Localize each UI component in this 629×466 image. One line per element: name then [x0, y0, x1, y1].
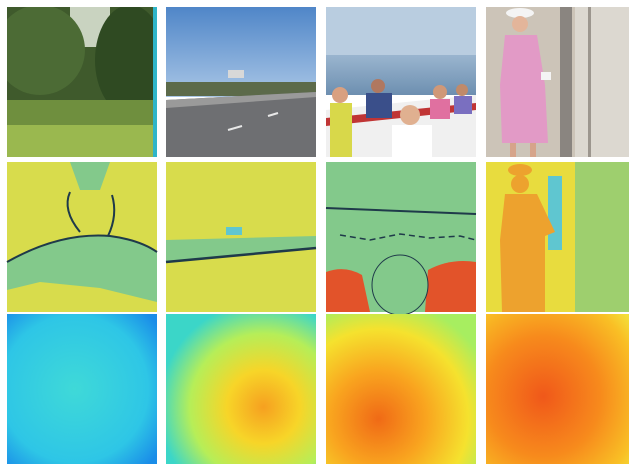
heatmap-highway: [166, 314, 316, 464]
heatmap-forest: [7, 314, 157, 464]
photo-forest: [7, 7, 157, 157]
heatmap-elevator: [486, 314, 629, 464]
photo-boat: [326, 7, 476, 157]
segmentation-boat: [325, 162, 477, 316]
segmentation-elevator: [486, 162, 629, 312]
photo-elevator: [486, 7, 629, 157]
segmentation-forest: [6, 162, 158, 312]
segmentation-highway: [165, 162, 317, 312]
heatmap-boat: [326, 314, 476, 464]
photo-highway: [166, 7, 316, 157]
